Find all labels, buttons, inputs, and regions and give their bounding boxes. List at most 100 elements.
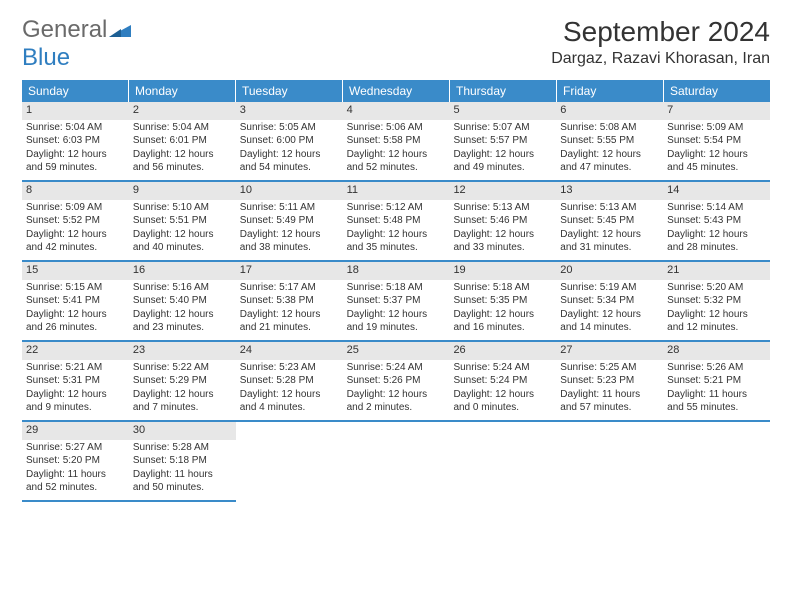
daylight-text-1: Daylight: 12 hours (347, 309, 446, 322)
sunrise-text: Sunrise: 5:09 AM (26, 202, 125, 215)
daylight-text-2: and 35 minutes. (347, 242, 446, 255)
day-cell (236, 422, 343, 502)
sunrise-text: Sunrise: 5:24 AM (347, 362, 446, 375)
day-cell: 10Sunrise: 5:11 AMSunset: 5:49 PMDayligh… (236, 182, 343, 260)
sunrise-text: Sunrise: 5:13 AM (453, 202, 552, 215)
sunrise-text: Sunrise: 5:27 AM (26, 442, 125, 455)
dow-cell: Wednesday (343, 80, 450, 102)
daylight-text-1: Daylight: 11 hours (133, 469, 232, 482)
daylight-text-2: and 16 minutes. (453, 322, 552, 335)
sunset-text: Sunset: 5:37 PM (347, 295, 446, 308)
day-cell: 4Sunrise: 5:06 AMSunset: 5:58 PMDaylight… (343, 102, 450, 180)
daylight-text-1: Daylight: 12 hours (240, 149, 339, 162)
month-title: September 2024 (551, 16, 770, 48)
day-number: 16 (129, 262, 236, 280)
day-info: Sunrise: 5:04 AMSunset: 6:03 PMDaylight:… (22, 122, 129, 175)
day-cell: 29 Sunrise: 5:27 AMSunset: 5:20 PMDayligh… (22, 422, 129, 502)
day-cell: 3Sunrise: 5:05 AMSunset: 6:00 PMDaylight… (236, 102, 343, 180)
day-number: 9 (129, 182, 236, 200)
daylight-text-1: Daylight: 11 hours (26, 469, 125, 482)
day-cell (449, 422, 556, 502)
day-number: 14 (663, 182, 770, 200)
dow-cell: Thursday (450, 80, 557, 102)
daylight-text-1: Daylight: 12 hours (347, 389, 446, 402)
daylight-text-1: Daylight: 11 hours (667, 389, 766, 402)
sunrise-text: Sunrise: 5:14 AM (667, 202, 766, 215)
day-cell: 15Sunrise: 5:15 AMSunset: 5:41 PMDayligh… (22, 262, 129, 340)
sunset-text: Sunset: 5:49 PM (240, 215, 339, 228)
sunrise-text: Sunrise: 5:26 AM (667, 362, 766, 375)
day-cell: 2Sunrise: 5:04 AMSunset: 6:01 PMDaylight… (129, 102, 236, 180)
sunrise-text: Sunrise: 5:12 AM (347, 202, 446, 215)
daylight-text-1: Daylight: 12 hours (560, 229, 659, 242)
day-number: 13 (556, 182, 663, 200)
day-info: Sunrise: 5:19 AMSunset: 5:34 PMDaylight:… (556, 282, 663, 335)
sunrise-text: Sunrise: 5:10 AM (133, 202, 232, 215)
day-cell: 19Sunrise: 5:18 AMSunset: 5:35 PMDayligh… (449, 262, 556, 340)
sunset-text: Sunset: 5:57 PM (453, 135, 552, 148)
daylight-text-1: Daylight: 12 hours (667, 149, 766, 162)
day-info: Sunrise: 5:12 AMSunset: 5:48 PMDaylight:… (343, 202, 450, 255)
day-number: 23 (129, 342, 236, 360)
daylight-text-2: and 4 minutes. (240, 402, 339, 415)
daylight-text-1: Daylight: 12 hours (560, 149, 659, 162)
day-info: Sunrise: 5:04 AMSunset: 6:01 PMDaylight:… (129, 122, 236, 175)
sunrise-text: Sunrise: 5:18 AM (453, 282, 552, 295)
sunset-text: Sunset: 5:48 PM (347, 215, 446, 228)
sunset-text: Sunset: 5:32 PM (667, 295, 766, 308)
dow-cell: Monday (129, 80, 236, 102)
daylight-text-1: Daylight: 12 hours (133, 229, 232, 242)
day-number: 4 (343, 102, 450, 120)
day-info: Sunrise: 5:21 AMSunset: 5:31 PMDaylight:… (22, 362, 129, 415)
day-info: Sunrise: 5:23 AMSunset: 5:28 PMDaylight:… (236, 362, 343, 415)
sunrise-text: Sunrise: 5:19 AM (560, 282, 659, 295)
sunset-text: Sunset: 5:24 PM (453, 375, 552, 388)
sunset-text: Sunset: 5:31 PM (26, 375, 125, 388)
sunset-text: Sunset: 5:45 PM (560, 215, 659, 228)
day-cell: 28Sunrise: 5:26 AMSunset: 5:21 PMDayligh… (663, 342, 770, 420)
day-cell: 13Sunrise: 5:13 AMSunset: 5:45 PMDayligh… (556, 182, 663, 260)
sunset-text: Sunset: 5:40 PM (133, 295, 232, 308)
daylight-text-2: and 49 minutes. (453, 162, 552, 175)
dow-cell: Tuesday (236, 80, 343, 102)
daylight-text-2: and 45 minutes. (667, 162, 766, 175)
daylight-text-1: Daylight: 12 hours (453, 389, 552, 402)
daylight-text-2: and 54 minutes. (240, 162, 339, 175)
daylight-text-1: Daylight: 12 hours (133, 309, 232, 322)
daylight-text-2: and 57 minutes. (560, 402, 659, 415)
daylight-text-2: and 56 minutes. (133, 162, 232, 175)
day-number: 10 (236, 182, 343, 200)
day-cell: 18Sunrise: 5:18 AMSunset: 5:37 PMDayligh… (343, 262, 450, 340)
day-cell: 22Sunrise: 5:21 AMSunset: 5:31 PMDayligh… (22, 342, 129, 420)
day-number: 12 (449, 182, 556, 200)
day-cell (556, 422, 663, 502)
day-cell: 1Sunrise: 5:04 AMSunset: 6:03 PMDaylight… (22, 102, 129, 180)
week-row: 22Sunrise: 5:21 AMSunset: 5:31 PMDayligh… (22, 342, 770, 422)
weeks-container: 1Sunrise: 5:04 AMSunset: 6:03 PMDaylight… (22, 102, 770, 502)
day-info: Sunrise: 5:18 AMSunset: 5:37 PMDaylight:… (343, 282, 450, 335)
day-number: 20 (556, 262, 663, 280)
day-info: Sunrise: 5:27 AMSunset: 5:20 PMDaylight:… (22, 442, 129, 495)
daylight-text-2: and 21 minutes. (240, 322, 339, 335)
daylight-text-1: Daylight: 11 hours (560, 389, 659, 402)
sunset-text: Sunset: 5:23 PM (560, 375, 659, 388)
daylight-text-2: and 9 minutes. (26, 402, 125, 415)
day-cell: 12Sunrise: 5:13 AMSunset: 5:46 PMDayligh… (449, 182, 556, 260)
daylight-text-2: and 52 minutes. (347, 162, 446, 175)
day-number: 29 (22, 422, 129, 440)
day-info: Sunrise: 5:16 AMSunset: 5:40 PMDaylight:… (129, 282, 236, 335)
sunrise-text: Sunrise: 5:23 AM (240, 362, 339, 375)
day-cell: 7Sunrise: 5:09 AMSunset: 5:54 PMDaylight… (663, 102, 770, 180)
sunset-text: Sunset: 5:58 PM (347, 135, 446, 148)
daylight-text-2: and 40 minutes. (133, 242, 232, 255)
day-cell: 17Sunrise: 5:17 AMSunset: 5:38 PMDayligh… (236, 262, 343, 340)
sunset-text: Sunset: 5:29 PM (133, 375, 232, 388)
day-cell: 11Sunrise: 5:12 AMSunset: 5:48 PMDayligh… (343, 182, 450, 260)
sunrise-text: Sunrise: 5:18 AM (347, 282, 446, 295)
daylight-text-1: Daylight: 12 hours (133, 389, 232, 402)
sunset-text: Sunset: 5:26 PM (347, 375, 446, 388)
day-cell: 14Sunrise: 5:14 AMSunset: 5:43 PMDayligh… (663, 182, 770, 260)
sunset-text: Sunset: 5:20 PM (26, 455, 125, 468)
sunrise-text: Sunrise: 5:28 AM (133, 442, 232, 455)
day-info: Sunrise: 5:09 AMSunset: 5:52 PMDaylight:… (22, 202, 129, 255)
